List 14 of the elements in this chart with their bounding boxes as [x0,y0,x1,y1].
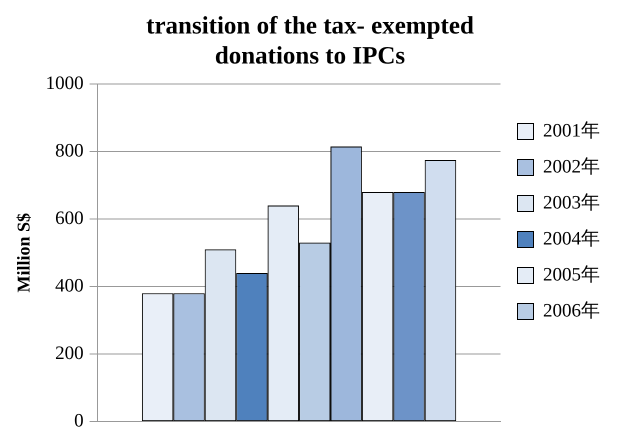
legend-label: 2003年 [543,192,600,214]
legend-label: 2001年 [543,120,600,142]
legend-label: 2005年 [543,264,600,286]
y-tick-label: 400 [55,276,84,297]
y-tick-label: 1000 [46,72,84,94]
legend-label: 2002年 [543,156,600,178]
y-axis-title: Million S$ [13,213,34,293]
legend-label: 2006年 [543,300,600,322]
y-tick-label: 200 [55,343,84,364]
legend-label: 2004年 [543,228,600,250]
y-tick-label: 0 [74,410,84,432]
y-tick-label: 600 [55,208,84,230]
chart-title: transition of the tax- exempted donations to IPCs [146,12,474,70]
y-tick-label: 800 [55,140,84,162]
